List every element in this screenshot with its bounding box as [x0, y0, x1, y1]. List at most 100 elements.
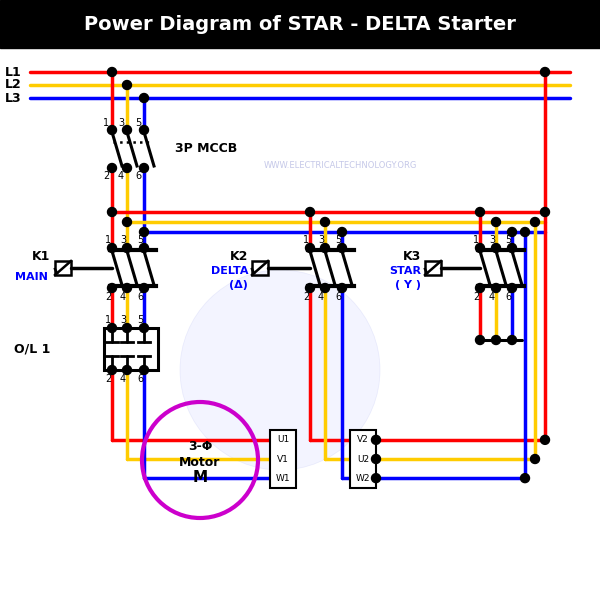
Text: L1: L1 — [5, 65, 22, 79]
Text: 4: 4 — [120, 374, 126, 384]
Text: 2: 2 — [105, 374, 111, 384]
Text: K1: K1 — [32, 251, 50, 263]
Circle shape — [305, 244, 314, 253]
Circle shape — [530, 455, 539, 463]
Text: 3P MCCB: 3P MCCB — [175, 142, 237, 155]
Circle shape — [491, 217, 500, 226]
Circle shape — [476, 283, 485, 292]
Text: 6: 6 — [505, 292, 511, 302]
Text: 6: 6 — [137, 374, 143, 384]
Circle shape — [541, 208, 550, 217]
Text: ( Y ): ( Y ) — [395, 280, 421, 290]
Circle shape — [508, 335, 517, 344]
Circle shape — [139, 365, 149, 374]
Circle shape — [107, 125, 116, 134]
Circle shape — [107, 67, 116, 76]
Text: 6: 6 — [137, 292, 143, 302]
Circle shape — [180, 270, 380, 470]
Circle shape — [530, 217, 539, 226]
Text: K2: K2 — [230, 251, 248, 263]
Bar — [252, 261, 268, 275]
Text: 2: 2 — [105, 292, 111, 302]
Text: 4: 4 — [489, 292, 495, 302]
Text: L3: L3 — [5, 91, 22, 104]
Circle shape — [508, 244, 517, 253]
Text: W1: W1 — [275, 473, 290, 482]
Bar — [55, 261, 71, 275]
Circle shape — [371, 455, 380, 463]
Circle shape — [476, 208, 485, 217]
Text: 3: 3 — [120, 315, 126, 325]
Circle shape — [107, 283, 116, 292]
Text: WWW.ELECTRICALTECHNOLOGY.ORG: WWW.ELECTRICALTECHNOLOGY.ORG — [263, 160, 416, 169]
Circle shape — [320, 217, 329, 226]
Circle shape — [371, 473, 380, 482]
Circle shape — [122, 80, 131, 89]
Text: 1: 1 — [105, 235, 111, 245]
Circle shape — [139, 163, 149, 173]
Text: U2: U2 — [357, 455, 369, 463]
Circle shape — [107, 323, 116, 332]
Circle shape — [320, 244, 329, 253]
Text: 5: 5 — [335, 235, 341, 245]
Text: K3: K3 — [403, 251, 421, 263]
Circle shape — [139, 94, 149, 103]
Text: 1: 1 — [103, 118, 109, 128]
Text: 5: 5 — [137, 315, 143, 325]
Bar — [104, 328, 158, 370]
Circle shape — [491, 335, 500, 344]
Bar — [425, 261, 441, 275]
Text: 4: 4 — [318, 292, 324, 302]
Circle shape — [139, 227, 149, 236]
Circle shape — [107, 163, 116, 173]
Text: V2: V2 — [357, 436, 369, 445]
Circle shape — [139, 323, 149, 332]
Circle shape — [107, 208, 116, 217]
Text: M: M — [193, 470, 208, 485]
Circle shape — [337, 227, 347, 236]
Text: 3: 3 — [120, 235, 126, 245]
Circle shape — [122, 365, 131, 374]
Text: 6: 6 — [335, 292, 341, 302]
Text: 4: 4 — [118, 171, 124, 181]
Circle shape — [337, 283, 347, 292]
Circle shape — [122, 323, 131, 332]
Circle shape — [371, 436, 380, 445]
Circle shape — [122, 244, 131, 253]
Circle shape — [476, 244, 485, 253]
Text: 1: 1 — [105, 315, 111, 325]
Text: 4: 4 — [120, 292, 126, 302]
Bar — [270, 430, 296, 488]
Circle shape — [122, 163, 131, 173]
Circle shape — [491, 244, 500, 253]
Text: 5: 5 — [137, 235, 143, 245]
Circle shape — [305, 208, 314, 217]
Text: 2: 2 — [103, 171, 109, 181]
Circle shape — [521, 227, 530, 236]
Text: Power Diagram of STAR - DELTA Starter: Power Diagram of STAR - DELTA Starter — [84, 14, 516, 34]
Circle shape — [337, 244, 347, 253]
Circle shape — [107, 244, 116, 253]
Circle shape — [122, 125, 131, 134]
Text: U1: U1 — [277, 436, 289, 445]
Circle shape — [139, 125, 149, 134]
Circle shape — [122, 217, 131, 226]
Text: DELTA: DELTA — [211, 266, 248, 276]
Circle shape — [139, 244, 149, 253]
Text: 5: 5 — [505, 235, 511, 245]
Circle shape — [476, 335, 485, 344]
Text: 3: 3 — [118, 118, 124, 128]
Text: O/L 1: O/L 1 — [14, 343, 50, 355]
Bar — [0, 0, 600, 48]
Circle shape — [541, 436, 550, 445]
Circle shape — [305, 283, 314, 292]
Text: MAIN: MAIN — [15, 272, 48, 282]
Bar — [350, 430, 376, 488]
Circle shape — [541, 67, 550, 76]
Text: V1: V1 — [277, 455, 289, 463]
Text: 6: 6 — [135, 171, 141, 181]
Text: W2: W2 — [356, 473, 370, 482]
Text: 1: 1 — [473, 235, 479, 245]
Text: 1: 1 — [303, 235, 309, 245]
Text: L2: L2 — [5, 79, 22, 91]
